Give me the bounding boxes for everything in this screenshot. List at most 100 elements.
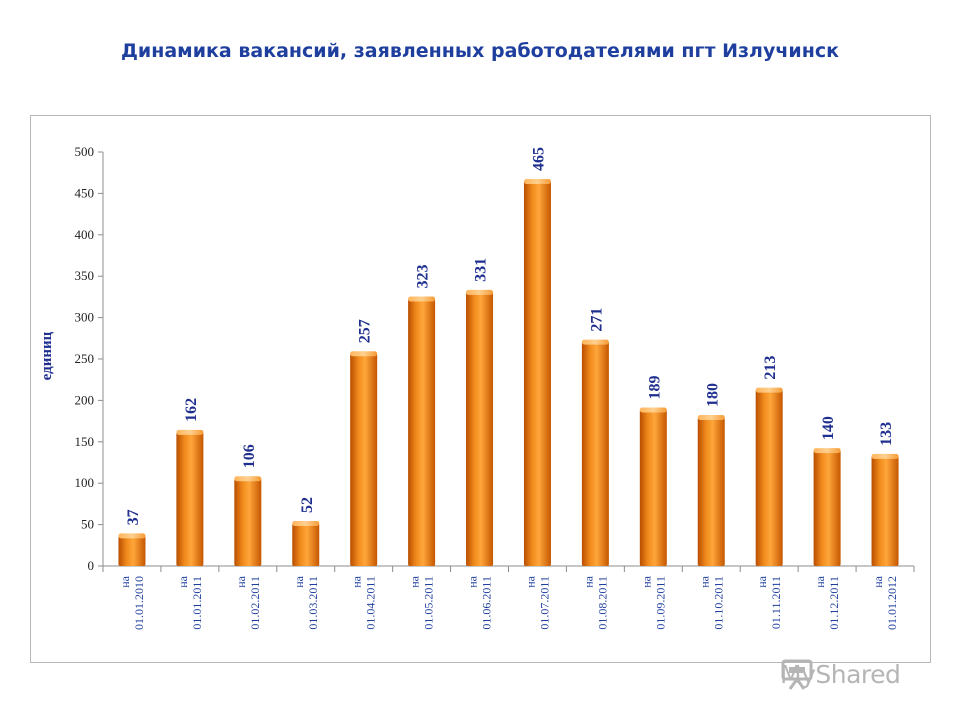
bar-body <box>639 409 667 566</box>
bar <box>118 533 146 566</box>
data-label: 52 <box>299 497 316 513</box>
x-tick-label-prefix: на <box>871 575 885 587</box>
x-tick-label: на 01.03.2011 <box>292 575 320 629</box>
chart-frame: 0 50 100 150 200 250 300 350 400 450 500 37 на 01.01… <box>30 115 931 663</box>
bar <box>176 429 204 566</box>
x-tick-label: на 01.05.2011 <box>408 575 436 629</box>
x-tick-label-prefix: на <box>639 575 653 587</box>
x-tick-label-date: 01.08.2011 <box>595 576 609 630</box>
data-label: 271 <box>588 308 605 332</box>
bar-cap <box>523 178 551 184</box>
bar-cap <box>350 351 378 357</box>
y-tick-label: 500 <box>75 144 95 159</box>
bar <box>350 351 378 566</box>
data-label: 140 <box>820 416 837 440</box>
x-tick-label: на 01.09.2011 <box>639 575 667 629</box>
x-tick-label: на 01.08.2011 <box>581 575 609 629</box>
x-tick-label-prefix: на <box>176 575 190 587</box>
page-title: Динамика вакансий, заявленных работодате… <box>121 40 839 62</box>
x-tick-label: на 01.01.2011 <box>176 575 204 629</box>
x-tick-label-date: 01.02.2011 <box>248 576 262 630</box>
bar-body <box>813 450 841 566</box>
bar-body <box>408 298 436 566</box>
bar-cap <box>871 453 899 459</box>
data-label: 106 <box>241 444 258 468</box>
bar-body <box>871 455 899 566</box>
data-label: 213 <box>762 356 779 380</box>
x-tick-label-prefix: на <box>581 575 595 587</box>
y-tick-label: 400 <box>75 227 95 242</box>
x-tick-label-prefix: на <box>350 575 364 587</box>
bar-cap <box>176 429 204 435</box>
bar-cap <box>408 296 436 302</box>
bar-body <box>350 353 378 566</box>
data-label: 37 <box>125 509 142 525</box>
x-tick-label-prefix: на <box>813 575 827 587</box>
presentation-board-icon <box>781 659 813 690</box>
x-tick-label-prefix: на <box>697 575 711 587</box>
bar <box>234 476 262 566</box>
x-tick-label-date: 01.01.2010 <box>132 576 146 630</box>
bar-cap <box>813 448 841 454</box>
bar-body <box>697 416 725 566</box>
watermark: MyShared <box>780 657 901 691</box>
bar <box>871 453 899 566</box>
y-tick-label: 50 <box>81 517 94 532</box>
y-tick-label: 150 <box>75 434 95 449</box>
x-tick-label-date: 01.10.2011 <box>711 576 725 630</box>
bar-cap <box>118 533 146 539</box>
y-tick-label: 250 <box>75 351 95 366</box>
bar <box>581 339 609 566</box>
y-axis-label: единиц <box>39 331 55 380</box>
x-tick-label: на 01.10.2011 <box>697 575 725 629</box>
x-tick-label-date: 01.01.2011 <box>190 576 204 630</box>
bar <box>639 407 667 566</box>
bar-cap <box>292 520 320 526</box>
x-tick-label-date: 01.04.2011 <box>364 576 378 630</box>
bar-cap <box>234 476 262 482</box>
x-tick-label: на 01.07.2011 <box>523 575 551 629</box>
bar-body <box>292 522 320 566</box>
bar-body <box>234 478 262 566</box>
x-tick-label-prefix: на <box>292 575 306 587</box>
y-tick-label: 100 <box>75 475 95 490</box>
bar-body <box>176 431 204 566</box>
bar-body <box>581 341 609 566</box>
x-tick-label: на 01.11.2011 <box>755 575 783 629</box>
x-tick-label-prefix: на <box>408 575 422 587</box>
bar-body <box>755 389 783 566</box>
bar-cap <box>697 414 725 420</box>
x-tick-label-date: 01.11.2011 <box>769 576 783 629</box>
x-tick-label: на 01.01.2012 <box>871 575 899 630</box>
x-tick-label-date: 01.05.2011 <box>422 576 436 630</box>
bar-cap <box>466 289 494 295</box>
bar-body <box>523 180 551 566</box>
x-tick-label-date: 01.09.2011 <box>653 576 667 630</box>
data-label: 257 <box>357 319 374 343</box>
x-tick-label-prefix: на <box>755 575 769 587</box>
bar <box>813 448 841 566</box>
bar <box>292 520 320 566</box>
data-label: 133 <box>878 422 895 446</box>
data-label: 331 <box>473 258 490 282</box>
y-tick-label: 450 <box>75 185 95 200</box>
y-tick-label: 0 <box>88 558 95 573</box>
y-tick-label: 300 <box>75 310 95 325</box>
bar <box>408 296 436 566</box>
x-tick-label-date: 01.01.2012 <box>885 576 899 630</box>
x-tick-label-prefix: на <box>234 575 248 587</box>
x-tick-label-prefix: на <box>523 575 537 587</box>
bar-cap <box>755 387 783 393</box>
bar <box>523 178 551 566</box>
bar <box>697 414 725 566</box>
x-tick-label-prefix: на <box>466 575 480 587</box>
x-tick-label: на 01.01.2010 <box>118 575 146 630</box>
x-tick-label-date: 01.12.2011 <box>827 576 841 630</box>
x-tick-label: на 01.06.2011 <box>466 575 494 629</box>
data-label: 162 <box>183 398 200 422</box>
x-tick-label: на 01.02.2011 <box>234 575 262 629</box>
bar-body <box>466 291 494 566</box>
x-tick-label-date: 01.07.2011 <box>537 576 551 630</box>
bar-cap <box>581 339 609 345</box>
